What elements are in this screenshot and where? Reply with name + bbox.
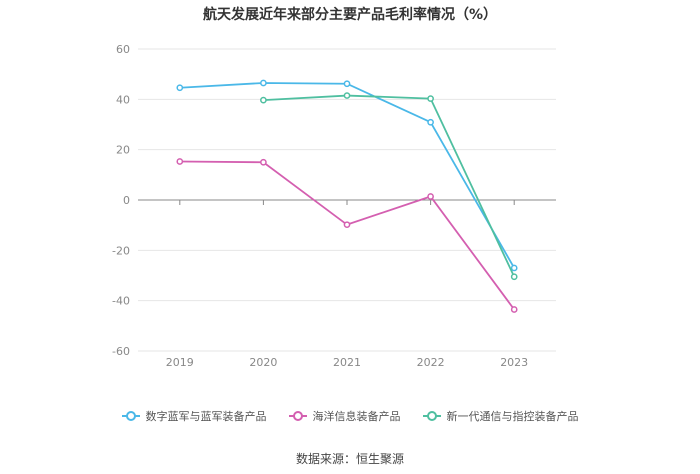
series-lines [176, 79, 518, 313]
x-tick-label: 2022 [417, 356, 445, 369]
legend-item-digital-blue-army[interactable]: 数字蓝军与蓝军装备产品 [121, 408, 267, 424]
data-source: 数据来源：恒生聚源 [295, 452, 404, 466]
x-tick-label: 2020 [249, 356, 277, 369]
chart-title: 航天发展近年来部分主要产品毛利率情况（%） [202, 7, 498, 23]
x-axis: 2019 2020 2021 2022 2023 [166, 200, 528, 369]
legend-swatch-icon [121, 410, 140, 422]
data-point-1[interactable] [260, 158, 267, 166]
y-tick-label: 60 [116, 43, 130, 56]
legend-item-marine-info[interactable]: 海洋信息装备产品 [288, 408, 401, 424]
data-point-0[interactable] [510, 264, 518, 272]
y-tick-label: 0 [123, 194, 130, 207]
y-axis-ticks: 60 40 20 0 -20 -40 -60 [112, 43, 130, 358]
data-point-0[interactable] [343, 80, 351, 88]
y-tick-label: 20 [116, 144, 130, 157]
y-tick-label: -20 [112, 244, 130, 257]
series-line-2 [263, 94, 516, 278]
legend-label: 海洋信息装备产品 [312, 410, 401, 423]
x-tick-label: 2019 [166, 356, 194, 369]
data-point-0[interactable] [260, 79, 267, 87]
y-tick-label: 40 [116, 93, 130, 106]
data-point-1[interactable] [343, 221, 351, 229]
data-point-2[interactable] [510, 273, 518, 281]
legend-swatch-icon [422, 410, 441, 422]
data-point-1[interactable] [510, 306, 518, 313]
y-tick-label: -60 [112, 345, 130, 358]
legend-item-next-gen-comms[interactable]: 新一代通信与指控装备产品 [422, 408, 579, 424]
data-point-0[interactable] [176, 84, 184, 92]
data-point-0[interactable] [427, 118, 434, 126]
series-line-1 [179, 160, 515, 311]
data-point-1[interactable] [427, 193, 434, 200]
legend-swatch-icon [288, 410, 307, 422]
data-point-2[interactable] [260, 96, 267, 104]
y-tick-label: -40 [112, 295, 130, 308]
x-tick-label: 2023 [500, 356, 528, 369]
data-point-2[interactable] [427, 95, 434, 102]
x-tick-label: 2021 [333, 356, 361, 369]
legend: 数字蓝军与蓝军装备产品 海洋信息装备产品 新一代通信与指控装备产品 [0, 408, 700, 424]
legend-label: 新一代通信与指控装备产品 [446, 410, 579, 423]
data-point-1[interactable] [176, 158, 184, 165]
data-point-2[interactable] [343, 92, 351, 99]
legend-label: 数字蓝军与蓝军装备产品 [145, 410, 267, 423]
